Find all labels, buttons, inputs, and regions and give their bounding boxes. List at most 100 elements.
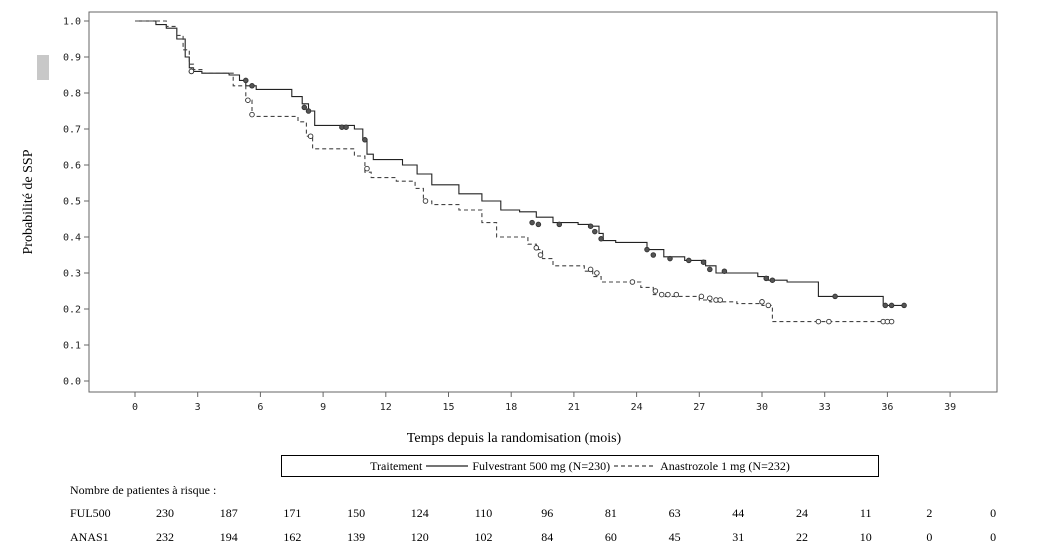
x-tick-label: 0 (132, 402, 138, 413)
censor-mark (529, 219, 535, 226)
km-chart: 0.00.10.20.30.40.50.60.70.80.91.0 0 3 6 9 12… (21, 11, 998, 446)
risk-count: 81 (604, 506, 617, 520)
risk-count: 230 (156, 506, 174, 520)
censor-mark (763, 275, 769, 282)
y-tick-label: 0.4 (63, 233, 81, 244)
risk-count: 96 (541, 506, 554, 520)
x-tick-label: 33 (819, 402, 831, 413)
risk-row-label: FUL500 (70, 506, 111, 520)
risk-count: 84 (541, 530, 554, 544)
risk-count: 232 (156, 530, 174, 544)
risk-count: 162 (283, 530, 302, 544)
risk-count: 2 (926, 506, 933, 520)
x-tick-label: 6 (257, 402, 263, 413)
risk-count: 24 (796, 506, 808, 520)
risk-count: 0 (990, 506, 997, 520)
censor-mark (665, 291, 671, 298)
risk-count: 44 (732, 506, 745, 520)
censor-mark (759, 299, 765, 305)
x-axis: 0 3 6 9 12 15 18 21 24 27 30 33 36 39 (132, 392, 956, 413)
censor-mark (343, 124, 349, 130)
risk-count: 139 (347, 530, 366, 544)
censor-mark (652, 288, 659, 294)
censor-mark (422, 198, 429, 204)
risk-count: 110 (474, 506, 493, 520)
censor-mark (592, 228, 598, 235)
censor-mark (587, 223, 594, 229)
y-tick-label: 0.3 (63, 269, 81, 280)
y-axis-label: Probabilité de SSP (21, 149, 36, 254)
y-tick-label: 0.2 (63, 305, 81, 316)
x-tick-label: 9 (320, 402, 326, 413)
risk-count: 10 (859, 530, 872, 544)
censor-mark (598, 236, 604, 242)
censor-mark (364, 165, 370, 172)
x-tick-label: 15 (442, 402, 454, 413)
censor-mark (658, 291, 665, 298)
y-axis: 0.0 0.1 0.2 0.3 0.4 0.5 0.6 0.7 0.8 0.9 1.0 (63, 17, 89, 388)
x-tick-label: 12 (380, 402, 392, 413)
censor-mark (721, 268, 728, 274)
censor-mark (644, 246, 650, 253)
risk-count: 124 (410, 506, 429, 520)
y-tick-label: 0.5 (63, 197, 81, 208)
y-tick-label: 0.8 (63, 89, 81, 100)
legend-title: Traitement (370, 458, 423, 473)
censor-mark (888, 318, 895, 325)
censor-mark (832, 293, 838, 300)
risk-count: 31 (732, 530, 745, 544)
censor-mark (826, 318, 832, 325)
censor-mark (901, 302, 907, 309)
censor-mark (307, 133, 314, 139)
censor-mark (249, 111, 255, 118)
censor-mark (686, 257, 692, 264)
y-tick-label: 0.6 (63, 161, 81, 172)
censor-mark (769, 277, 776, 283)
censor-mark (243, 77, 249, 84)
censor-mark (587, 266, 594, 273)
y-tick-label: 1.0 (63, 17, 81, 28)
y-tick-label: 0.0 (63, 377, 81, 388)
legend: Traitement Fulvestrant 500 mg (N=230) An… (281, 455, 879, 477)
plot-frame (88, 11, 998, 393)
risk-row: FUL500 230 187 171 150 124 110 96 81 63 44 24 11 2 0 (0, 506, 1054, 522)
x-tick-label: 36 (881, 402, 893, 413)
x-axis-label: Temps depuis la randomisation (mois) (407, 431, 622, 446)
legend-entry-anastrozole: Anastrozole 1 mg (N=232) (660, 458, 790, 473)
censor-mark (888, 302, 895, 309)
series-line-fulvestrant (135, 20, 905, 306)
censor-mark (815, 318, 822, 325)
risk-count: 22 (796, 530, 808, 544)
y-tick-label: 0.7 (63, 125, 81, 136)
censor-mark (707, 295, 713, 301)
censor-mark (305, 108, 312, 114)
scroll-marker (37, 55, 49, 80)
censor-mark (533, 245, 540, 251)
censor-mark (698, 293, 705, 300)
censor-mark (537, 252, 544, 258)
censor-mark (188, 68, 195, 75)
censor-mark (594, 270, 600, 276)
risk-count: 63 (668, 506, 681, 520)
censor-mark (245, 97, 251, 103)
censor-mark (556, 221, 563, 228)
x-tick-label: 3 (195, 402, 201, 413)
legend-solid-swatch (426, 465, 469, 467)
x-tick-label: 24 (631, 402, 643, 413)
risk-count: 150 (347, 506, 366, 520)
risk-count: 194 (219, 530, 238, 544)
censor-mark (673, 291, 680, 298)
censor-mark (882, 302, 889, 309)
censor-mark (249, 83, 255, 89)
x-tick-label: 27 (693, 402, 705, 413)
censor-mark (667, 255, 673, 262)
y-tick-label: 0.9 (63, 53, 81, 64)
risk-table-title: Nombre de patientes à risque : (70, 483, 217, 497)
series-group (135, 20, 907, 325)
x-tick-label: 39 (944, 402, 956, 413)
risk-count: 60 (604, 530, 617, 544)
legend-dashed-swatch (614, 465, 657, 467)
series-line-anastrozole (135, 20, 888, 323)
legend-entry-fulvestrant: Fulvestrant 500 mg (N=230) (472, 458, 611, 473)
risk-count: 45 (668, 530, 681, 544)
